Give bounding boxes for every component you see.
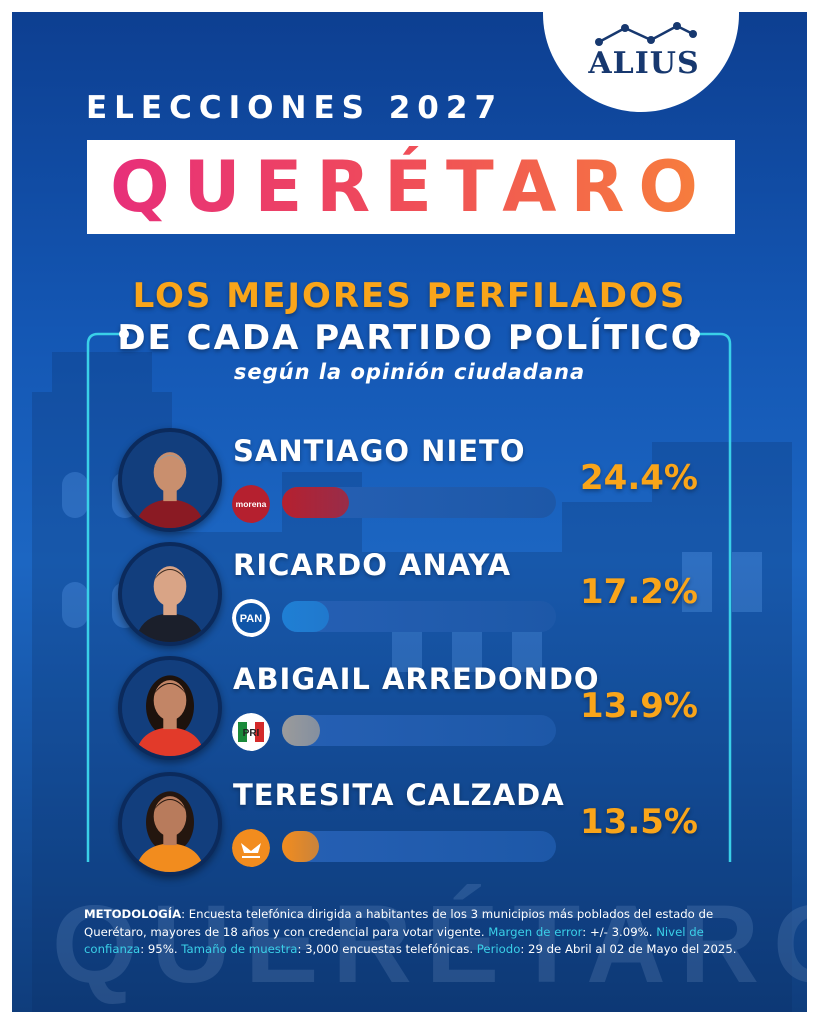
bar-track: [282, 487, 556, 518]
bar-track: [282, 831, 556, 862]
bar-fill: [282, 831, 319, 862]
bar-value-label: 24.4%: [580, 458, 698, 498]
party-logo-icon: PRI: [232, 713, 270, 751]
party-logo-icon: morena: [232, 485, 270, 523]
bar-fill: [282, 715, 320, 746]
confidence-value: 95%.: [147, 942, 178, 956]
methodology-note: METODOLOGÍA: Encuesta telefónica dirigid…: [84, 907, 737, 957]
candidate-name: TERESITA CALZADA: [233, 778, 565, 812]
methodology-label: METODOLOGÍA: [84, 907, 182, 921]
bar-fill: [282, 601, 329, 632]
page-title: QUERÉTARO: [110, 146, 712, 228]
bar-value-label: 13.5%: [580, 802, 698, 842]
title-box: QUERÉTARO: [87, 140, 735, 234]
confidence-label: Nivel de confianza: [84, 924, 704, 957]
sample-value: 3,000 encuestas telefónicas.: [305, 942, 474, 956]
svg-text:PAN: PAN: [240, 613, 262, 625]
candidate-photo: [118, 428, 222, 532]
methodology-text: Encuesta telefónica dirigida a habitante…: [84, 907, 714, 939]
brand-logo-text: ALIUS: [588, 46, 700, 81]
svg-text:PRI: PRI: [243, 728, 260, 739]
bar-track: [282, 715, 556, 746]
period-value: 29 de Abril al 02 de Mayo del 2025.: [528, 942, 737, 956]
infographic-frame: QUERÉTARO ALIUS ELECCIONES 2027 QUERÉTAR…: [12, 12, 807, 1012]
headline-line-2: DE CADA PARTIDO POLÍTICO: [117, 318, 702, 358]
candidate-row: ABIGAIL ARREDONDO PRI 13.9%: [12, 656, 807, 766]
logo-network-icon: [595, 22, 697, 46]
candidate-name: RICARDO ANAYA: [233, 548, 512, 582]
period-label: Periodo: [476, 942, 521, 956]
candidate-row: TERESITA CALZADA 13.5%: [12, 772, 807, 882]
margin-value: +/- 3.09%.: [589, 924, 653, 939]
watermark-text: QUERÉTARO: [52, 883, 807, 1006]
sample-label: Tamaño de muestra: [181, 942, 298, 956]
margin-label: Margen de error: [488, 924, 583, 939]
candidate-photo: [118, 542, 222, 646]
candidate-name: ABIGAIL ARREDONDO: [233, 662, 600, 696]
bar-value-label: 13.9%: [580, 686, 698, 726]
bar-fill: [282, 487, 349, 518]
headline-line-1: LOS MEJORES PERFILADOS: [132, 276, 687, 316]
candidate-photo: [118, 772, 222, 876]
party-logo-icon: [232, 829, 270, 867]
svg-text:morena: morena: [236, 499, 267, 509]
candidate-row: SANTIAGO NIETO morena 24.4%: [12, 428, 807, 538]
candidate-row: RICARDO ANAYA PAN 17.2%: [12, 542, 807, 652]
bar-track: [282, 601, 556, 632]
headline-subtitle: según la opinión ciudadana: [233, 360, 586, 384]
candidate-name: SANTIAGO NIETO: [233, 434, 526, 468]
bar-value-label: 17.2%: [580, 572, 698, 612]
candidate-photo: [118, 656, 222, 760]
party-logo-icon: PAN: [232, 599, 270, 637]
election-supertitle: ELECCIONES 2027: [86, 90, 504, 126]
